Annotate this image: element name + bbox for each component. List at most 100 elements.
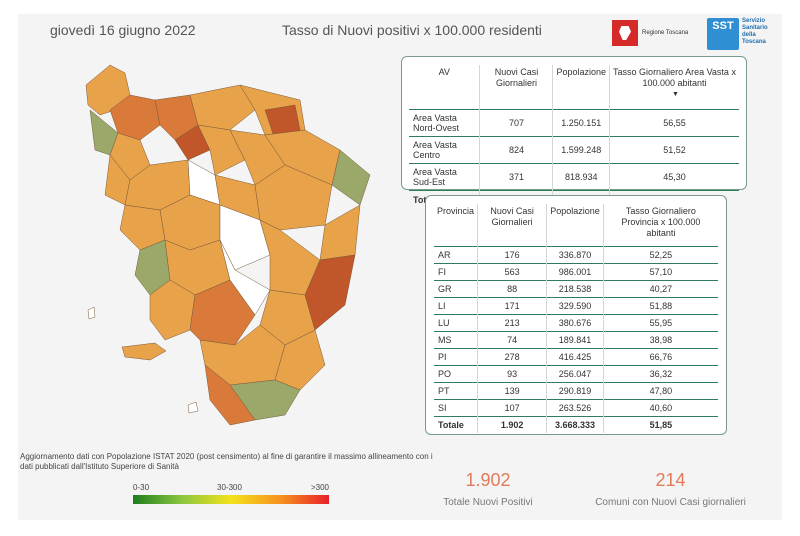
table-cell: 57,10 [602,263,718,281]
table-cell: 38,98 [602,331,718,349]
map-region-casentino-north [264,104,301,141]
map-region-pitigliano [274,329,326,391]
map-region-montalcino [219,239,271,316]
col-header-nuovi-casi[interactable]: Nuovi Casi Giornalieri [477,204,547,247]
table-cell: AR [434,246,478,264]
area-vasta-table-card: AV Nuovi Casi Giornalieri Popolazione Ta… [401,56,747,208]
pegasus-flag-icon [612,20,638,46]
table-cell: 74 [477,331,547,349]
table-cell: 36,32 [602,365,718,383]
table-cell: Area Vasta Sud-Est [409,163,480,191]
area-vasta-table: AV Nuovi Casi Giornalieri Popolazione Ta… [409,65,739,208]
table-cell: 213 [477,314,547,332]
table-cell: 290.819 [546,382,604,400]
table-cell: 189.841 [546,331,604,349]
table-cell: Totale [434,416,478,433]
table-cell: 329.590 [546,297,604,315]
map-island-giglio [187,401,199,414]
map-region-orbetello [204,364,256,426]
table-cell: 176 [477,246,547,264]
table-row: AR 176 336.870 52,25 [434,246,718,264]
table-cell: 380.676 [546,314,604,332]
legend-low-label: 0-30 [133,483,150,492]
table-cell: 55,95 [602,314,718,332]
table-row: SI 107 263.526 40,60 [434,399,718,417]
table-cell: 171 [477,297,547,315]
table-header-row: Provincia Nuovi Casi Giornalieri Popolaz… [434,204,718,247]
sort-down-icon[interactable]: ▼ [672,91,679,98]
map-island-capraia [87,306,96,320]
table-cell: 45,30 [609,163,739,191]
kpi-comuni-value: 214 [655,470,686,490]
table-cell: PI [434,348,478,366]
table-cell: 1.599.248 [552,136,610,164]
table-row: Area Vasta Centro 824 1.599.248 51,52 [409,136,739,164]
table-cell: 416.425 [546,348,604,366]
table-cell: 1.250.151 [552,109,610,137]
col-header-av[interactable]: AV [438,67,450,77]
table-cell: 56,55 [609,109,739,137]
col-header-provincia[interactable]: Provincia [437,206,475,216]
map-region-siena [219,204,271,271]
col-header-popolazione[interactable]: Popolazione [546,204,604,247]
kpi-total-positivi: 1.902 Totale Nuovi Positivi [428,470,548,508]
table-row: Area Vasta Sud-Est 371 818.934 45,30 [409,163,739,191]
table-cell: 818.934 [552,163,610,191]
table-row: LI 171 329.590 51,88 [434,297,718,315]
table-row: Area Vasta Nord-Ovest 707 1.250.151 56,55 [409,109,739,137]
table-row: LU 213 380.676 55,95 [434,314,718,332]
kpi-comuni: 214 Comuni con Nuovi Casi giornalieri [578,470,763,508]
table-header-row: AV Nuovi Casi Giornalieri Popolazione Ta… [409,65,739,110]
table-cell: 52,25 [602,246,718,264]
table-cell: LI [434,297,478,315]
table-cell: PO [434,365,478,383]
sst-logo-text: Servizio Sanitario della Toscana [742,18,768,45]
report-date: giovedì 16 giugno 2022 [50,22,196,38]
table-row: PT 139 290.819 47,80 [434,382,718,400]
sst-logo: SST Servizio Sanitario della Toscana [707,18,768,50]
table-row: PO 93 256.047 36,32 [434,365,718,383]
col-header-tasso[interactable]: Tasso Giornaliero Provincia x 100.000 ab… [602,204,718,247]
map-region-mugello [189,84,256,131]
sst-badge-icon: SST [707,18,739,50]
table-cell: 107 [477,399,547,417]
table-cell: 218.538 [546,280,604,298]
regione-toscana-logo: Regione Toscana [612,20,688,46]
tuscany-choropleth-map[interactable] [70,55,400,435]
table-row: MS 74 189.841 38,98 [434,331,718,349]
table-cell: SI [434,399,478,417]
table-cell: MS [434,331,478,349]
map-region-firenze [197,124,246,176]
regione-logo-text: Regione Toscana [642,30,689,36]
table-cell: 40,60 [602,399,718,417]
table-cell: 256.047 [546,365,604,383]
table-cell: 3.668.333 [546,416,604,433]
table-cell: 824 [479,136,553,164]
table-cell: 986.001 [546,263,604,281]
col-header-nuovi-casi[interactable]: Nuovi Casi Giornalieri [479,65,553,110]
table-cell: 278 [477,348,547,366]
kpi-comuni-label: Comuni con Nuovi Casi giornalieri [595,497,746,508]
table-cell: 66,76 [602,348,718,366]
table-cell: 371 [479,163,553,191]
provincia-table-card: Provincia Nuovi Casi Giornalieri Popolaz… [425,195,727,435]
table-cell: 51,85 [602,416,718,433]
col-header-tasso[interactable]: Tasso Giornaliero Area Vasta x 100.000 a… [609,65,739,110]
table-cell: 47,80 [602,382,718,400]
table-cell: Area Vasta Centro [409,136,480,164]
table-cell: 1.902 [477,416,547,433]
table-cell: LU [434,314,478,332]
table-cell: 336.870 [546,246,604,264]
table-cell: 563 [477,263,547,281]
table-row: GR 88 218.538 40,27 [434,280,718,298]
data-update-note: Aggiornamento dati con Popolazione ISTAT… [20,452,433,471]
table-cell: FI [434,263,478,281]
table-row: PI 278 416.425 66,76 [434,348,718,366]
legend-gradient-bar [133,495,329,504]
table-cell: Area Vasta Nord-Ovest [409,109,480,137]
legend-high-label: >300 [310,483,329,492]
kpi-total-label: Totale Nuovi Positivi [443,497,533,508]
table-row: FI 563 986.001 57,10 [434,263,718,281]
table-cell: 88 [477,280,547,298]
col-header-popolazione[interactable]: Popolazione [552,65,610,110]
